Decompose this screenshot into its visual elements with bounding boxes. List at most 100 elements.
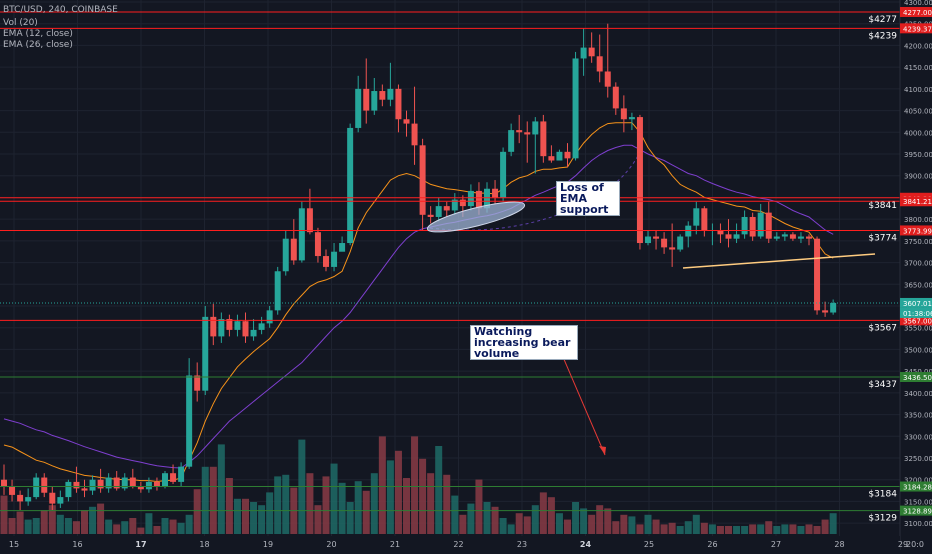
ema26-legend[interactable]: EMA (26, close) <box>3 40 73 50</box>
candle-body <box>645 236 651 244</box>
candle-body <box>162 473 168 487</box>
time-axis <box>0 536 900 550</box>
volume-bar <box>773 526 781 534</box>
volume-bar <box>596 505 604 534</box>
candle-body <box>178 466 185 482</box>
candle-body <box>781 234 788 237</box>
candle-body <box>339 243 346 252</box>
candle-body <box>145 481 152 490</box>
ema12-line <box>3 122 834 483</box>
candle-body <box>57 497 64 504</box>
ema-loss-annotation[interactable]: Loss of EMA support <box>556 181 620 216</box>
volume-bar <box>757 524 765 534</box>
level-label: $3437 <box>868 380 897 390</box>
volume-bar <box>725 526 732 534</box>
candle-body <box>789 234 796 239</box>
candle-body <box>612 86 619 109</box>
time-tick-label: 21 <box>390 540 400 549</box>
current-price-tag: 3607.01 <box>903 300 932 308</box>
price-level-tag: 3567.00 <box>903 317 932 325</box>
candle-body <box>250 329 257 337</box>
vol-legend[interactable]: Vol (20) <box>3 18 38 28</box>
support-trendline <box>682 253 876 269</box>
volume-bar <box>716 526 724 534</box>
candle-body <box>73 481 80 489</box>
price-tick-label: 4300.00 <box>904 0 932 7</box>
volume-bar <box>547 497 555 534</box>
candle-body <box>500 151 507 198</box>
candle-body <box>516 130 523 133</box>
price-tick-label: 3350.00 <box>904 412 932 420</box>
candle-body <box>636 117 643 244</box>
candle-body <box>186 375 193 467</box>
arrow-head-icon <box>599 446 606 455</box>
support-level-tag: 3184.28 <box>903 484 932 492</box>
candle-body <box>556 151 563 161</box>
volume-bar <box>539 492 547 534</box>
volume-bar <box>523 516 531 534</box>
level-label: $3184 <box>868 490 897 500</box>
candle-body <box>677 236 684 250</box>
time-tick-label: 29 <box>898 540 908 549</box>
volume-bar <box>564 519 571 534</box>
candle-body <box>741 216 748 235</box>
volume-bar <box>499 518 507 534</box>
candle-body <box>669 247 676 250</box>
price-tick-label: 3950.00 <box>904 151 932 159</box>
ema12-legend[interactable]: EMA (12, close) <box>3 29 73 39</box>
candle-body <box>653 236 660 239</box>
volume-bar <box>32 518 40 534</box>
volume-bar <box>129 518 137 534</box>
time-tick-label: 25 <box>644 540 654 549</box>
volume-bar <box>64 518 72 534</box>
candle-body <box>806 236 812 239</box>
price-tick-label: 3250.00 <box>904 455 932 463</box>
price-tick-label: 3500.00 <box>904 346 932 354</box>
candle-body <box>467 190 474 207</box>
candle-body <box>33 477 40 498</box>
price-tick-label: 3700.00 <box>904 260 932 268</box>
candle-body <box>331 251 338 267</box>
candle-body <box>25 497 32 502</box>
candle-body <box>41 477 48 493</box>
countdown-bg <box>900 307 932 318</box>
volume-bar <box>572 502 580 534</box>
candle-body <box>266 310 273 324</box>
candle-body <box>113 477 120 489</box>
price-tick-label: 4050.00 <box>904 108 932 116</box>
candle-body <box>81 488 88 491</box>
volume-bar <box>89 506 97 534</box>
volume-bar <box>411 436 419 534</box>
price-tick-label: 3550.00 <box>904 325 932 333</box>
time-tick-label: 20:0 <box>906 540 924 549</box>
candle-body <box>564 151 571 159</box>
candle-body <box>387 88 394 100</box>
volume-bar <box>805 524 813 534</box>
candle-body <box>363 88 370 111</box>
volume-bar <box>282 474 290 534</box>
volume-bar <box>48 505 56 534</box>
candle-body <box>757 212 764 237</box>
volume-bar <box>209 466 217 534</box>
candle-body <box>765 212 772 239</box>
support-level-tag: 3128.89 <box>903 508 932 516</box>
candle-body <box>733 234 740 239</box>
volume-bar <box>821 519 829 534</box>
bear-volume-annotation[interactable]: Watching increasing bear volume <box>470 325 578 360</box>
volume-bar <box>620 514 628 534</box>
time-tick-label: 27 <box>771 540 781 549</box>
volume-bar <box>161 518 169 534</box>
symbol-legend[interactable]: BTC/USD, 240, COINBASE <box>3 5 118 15</box>
candle-body <box>170 473 177 482</box>
volume-bar <box>419 458 427 534</box>
volume-bar <box>145 513 153 534</box>
volume-bar <box>242 498 249 534</box>
volume-bar <box>765 521 773 534</box>
volume-bar <box>660 524 668 534</box>
volume-bar <box>515 513 523 534</box>
volume-bar <box>427 473 435 534</box>
price-tick-label: 3150.00 <box>904 498 932 506</box>
time-tick-label: 24 <box>580 540 592 549</box>
